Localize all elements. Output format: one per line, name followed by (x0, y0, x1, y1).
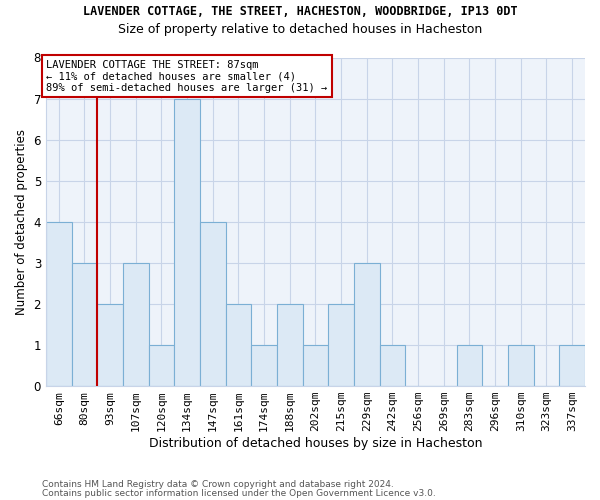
Bar (508, 345, 533, 386)
Bar (71, 263, 97, 386)
Text: LAVENDER COTTAGE THE STREET: 87sqm
← 11% of detached houses are smaller (4)
89% : LAVENDER COTTAGE THE STREET: 87sqm ← 11%… (46, 60, 328, 93)
Bar (226, 304, 251, 386)
Bar (559, 345, 585, 386)
Text: Contains HM Land Registry data © Crown copyright and database right 2024.: Contains HM Land Registry data © Crown c… (42, 480, 394, 489)
Bar (46, 222, 71, 386)
Text: Size of property relative to detached houses in Hacheston: Size of property relative to detached ho… (118, 22, 482, 36)
Y-axis label: Number of detached properties: Number of detached properties (15, 129, 28, 315)
Bar (200, 222, 226, 386)
Bar (354, 263, 380, 386)
Bar (251, 345, 277, 386)
Bar (302, 345, 328, 386)
Bar (123, 263, 149, 386)
Text: Contains public sector information licensed under the Open Government Licence v3: Contains public sector information licen… (42, 488, 436, 498)
Bar (277, 304, 302, 386)
X-axis label: Distribution of detached houses by size in Hacheston: Distribution of detached houses by size … (149, 437, 482, 450)
Bar (149, 345, 174, 386)
Bar (97, 304, 123, 386)
Bar (328, 304, 354, 386)
Text: LAVENDER COTTAGE, THE STREET, HACHESTON, WOODBRIDGE, IP13 0DT: LAVENDER COTTAGE, THE STREET, HACHESTON,… (83, 5, 517, 18)
Bar (174, 98, 200, 386)
Bar (380, 345, 406, 386)
Bar (457, 345, 482, 386)
